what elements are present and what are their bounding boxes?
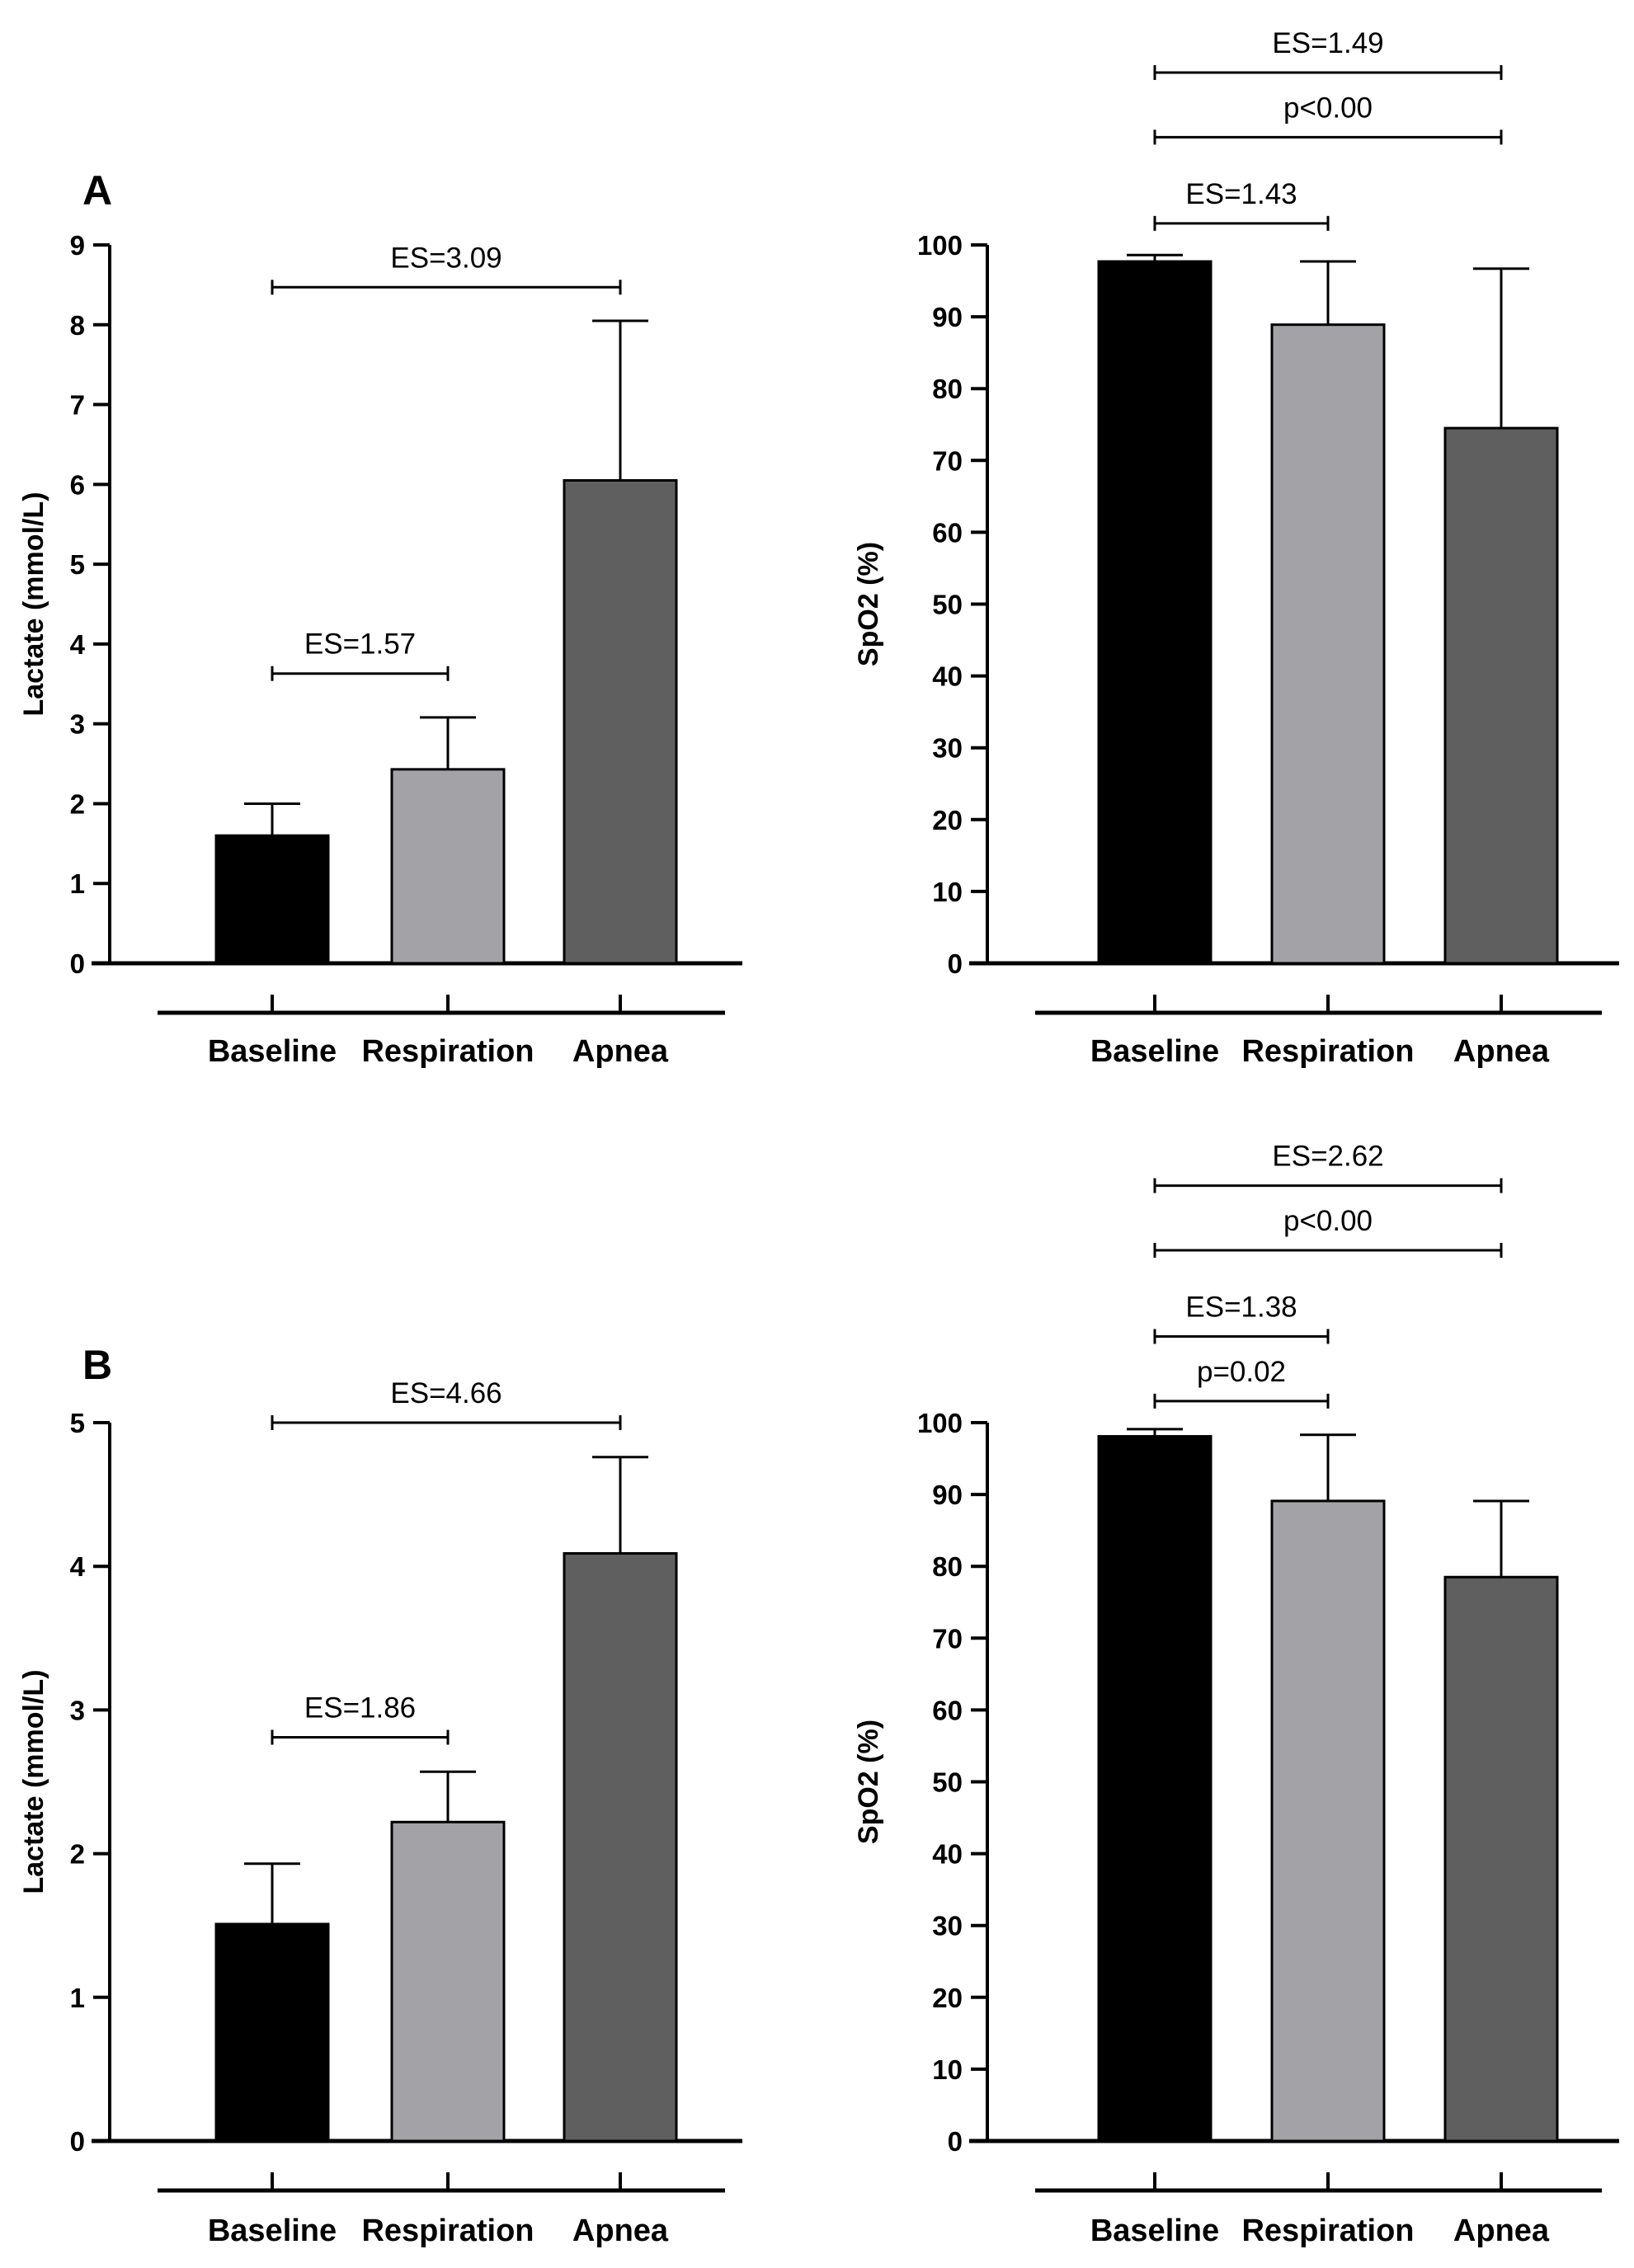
y-tick-label: 8	[70, 310, 85, 341]
bar-baseline	[1097, 1435, 1213, 2143]
y-tick-label: 0	[948, 2126, 963, 2157]
y-tick-label: 5	[70, 1408, 85, 1438]
y-tick-label: 100	[917, 230, 963, 261]
category-label-respiration: Respiration	[1241, 1034, 1414, 1069]
y-tick-label: 10	[932, 877, 963, 907]
y-axis-label: Lactate (mmol/L)	[18, 492, 49, 716]
y-tick-label: 30	[932, 733, 963, 764]
y-tick-label: 3	[70, 1695, 85, 1725]
y-tick-label: 80	[932, 374, 963, 404]
y-tick-label: 4	[70, 629, 86, 660]
y-tick-label: 100	[917, 1408, 963, 1438]
bar-respiration	[390, 1820, 506, 2143]
y-tick-label: 0	[70, 948, 85, 979]
y-tick-label: 30	[932, 1911, 963, 1941]
bar-baseline	[214, 1922, 330, 2143]
y-tick-label: 2	[70, 1839, 85, 1870]
y-tick-label: 40	[932, 1839, 963, 1870]
bar-respiration	[1270, 1499, 1386, 2143]
bar-apnea	[1443, 1575, 1559, 2143]
y-tick-label: 0	[70, 2126, 85, 2157]
y-tick-label: 70	[932, 1623, 963, 1654]
significance-label: ES=1.38	[1185, 1291, 1297, 1323]
bar-respiration	[390, 768, 506, 965]
y-axis-label: SpO2 (%)	[853, 1720, 884, 1844]
category-label-apnea: Apnea	[572, 1034, 669, 1069]
significance-label: ES=1.57	[304, 628, 416, 661]
category-label-baseline: Baseline	[1090, 2214, 1219, 2248]
y-tick-label: 60	[932, 1695, 963, 1725]
panel-letter: A	[82, 167, 112, 214]
y-tick-label: 0	[948, 948, 963, 979]
bar-baseline	[214, 834, 330, 965]
chart-panel-3: B 0 1 2 3 4 5 Lactate (mmol/L) Baseline Respirati…	[18, 1342, 742, 2248]
category-label-apnea: Apnea	[572, 2214, 669, 2248]
y-tick-label: 10	[932, 2054, 963, 2085]
y-tick-label: 3	[70, 709, 85, 740]
significance-label: ES=1.86	[304, 1692, 416, 1724]
y-tick-label: 7	[70, 390, 85, 421]
category-label-baseline: Baseline	[208, 2214, 337, 2248]
category-label-respiration: Respiration	[361, 2214, 534, 2248]
chart-panel-1: A 0 1 2 3 4 5 6 7 8 9 Lactate (mmol/L) Baseline Respi…	[18, 167, 742, 1069]
bar-apnea	[1443, 426, 1559, 965]
significance-label: p<0.00	[1283, 1205, 1373, 1237]
category-label-apnea: Apnea	[1453, 1034, 1550, 1069]
bar-respiration	[1270, 323, 1386, 965]
category-label-respiration: Respiration	[361, 1034, 534, 1069]
y-tick-label: 5	[70, 549, 85, 580]
y-tick-label: 6	[70, 469, 85, 500]
y-axis-label: SpO2 (%)	[853, 542, 884, 666]
panel-letter: B	[82, 1342, 112, 1388]
category-label-baseline: Baseline	[1090, 1034, 1219, 1069]
category-label-apnea: Apnea	[1453, 2214, 1550, 2248]
significance-label: ES=1.43	[1185, 178, 1297, 210]
y-tick-label: 90	[932, 1480, 963, 1510]
y-tick-label: 50	[932, 590, 963, 620]
y-tick-label: 80	[932, 1551, 963, 1582]
category-label-baseline: Baseline	[208, 1034, 337, 1069]
bar-apnea	[563, 478, 678, 965]
y-tick-label: 40	[932, 661, 963, 692]
y-tick-label: 9	[70, 230, 85, 261]
y-tick-label: 20	[932, 1983, 963, 2013]
y-tick-label: 70	[932, 445, 963, 476]
category-label-respiration: Respiration	[1241, 2214, 1414, 2248]
significance-label: ES=2.62	[1272, 1141, 1383, 1173]
significance-label: ES=3.09	[390, 242, 502, 274]
y-tick-label: 4	[70, 1551, 86, 1582]
y-axis-label: Lactate (mmol/L)	[18, 1669, 49, 1894]
significance-label: ES=1.49	[1272, 27, 1383, 59]
y-tick-label: 2	[70, 788, 85, 819]
y-tick-label: 90	[932, 302, 963, 332]
significance-label: p<0.00	[1283, 92, 1373, 124]
y-tick-label: 1	[70, 868, 85, 899]
significance-label: p=0.02	[1197, 1356, 1286, 1388]
bar-apnea	[563, 1552, 678, 2143]
bar-baseline	[1097, 260, 1213, 965]
chart-panel-4: 0 10 20 30 40 50 60 70 80 90 100 SpO2 (%) Baseline Re…	[853, 1141, 1619, 2248]
significance-label: ES=4.66	[390, 1377, 502, 1409]
y-tick-label: 60	[932, 517, 963, 548]
chart-panel-2: 0 10 20 30 40 50 60 70 80 90 100 SpO2 (%) Baseline Re…	[853, 27, 1619, 1069]
y-tick-label: 1	[70, 1983, 85, 2013]
y-tick-label: 50	[932, 1767, 963, 1798]
y-tick-label: 20	[932, 805, 963, 835]
